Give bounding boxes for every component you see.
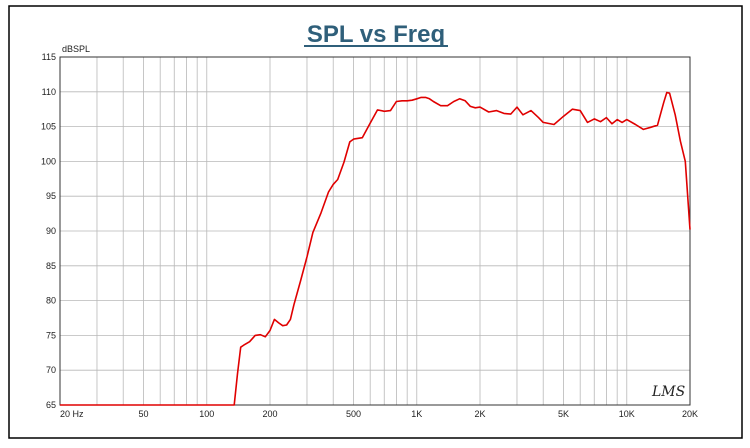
x-tick-label: 1K [411, 409, 422, 419]
x-tick-label: 2K [474, 409, 485, 419]
y-tick-label: 80 [46, 296, 56, 306]
y-tick-label: 85 [46, 261, 56, 271]
y-tick-label: 65 [46, 400, 56, 410]
spl-response-line [60, 91, 691, 406]
x-tick-label: 5K [558, 409, 569, 419]
x-tick-label: 50 [139, 409, 149, 419]
y-tick-label: 100 [41, 156, 56, 166]
y-tick-label: 75 [46, 330, 56, 340]
plot-area: 65 70 75 80 85 90 95 100 105 110 115 20 Hz 50 100 200 5… [41, 52, 698, 419]
y-tick-label: 70 [46, 365, 56, 375]
y-tick-label: 95 [46, 191, 56, 201]
x-tick-label: 20K [682, 409, 698, 419]
y-tick-label: 115 [42, 52, 56, 62]
y-tick-label: 105 [41, 122, 56, 132]
x-tick-label: 10K [619, 409, 635, 419]
watermark-signature: LMS [651, 384, 685, 400]
plot-border [59, 56, 691, 406]
y-axis-label: dBSPL [62, 44, 90, 54]
x-tick-label: 20 Hz [60, 409, 84, 419]
x-tick-label: 200 [262, 409, 277, 419]
x-tick-label: 100 [199, 409, 214, 419]
chart-title: SPL vs Freq [307, 21, 445, 48]
y-tick-label: 110 [42, 87, 56, 97]
x-tick-label: 500 [346, 409, 361, 419]
y-tick-label: 90 [46, 226, 56, 236]
